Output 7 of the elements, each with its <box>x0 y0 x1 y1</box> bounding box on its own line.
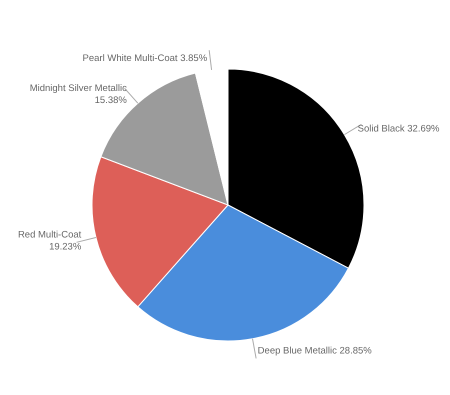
data-label: 19.23% <box>49 240 82 252</box>
slice-label: Solid Black 32.69% <box>358 122 440 134</box>
slice-label: Midnight Silver Metallic <box>30 82 128 94</box>
data-label: 15.38% <box>94 94 128 106</box>
slice-label: Red Multi-Coat <box>18 228 82 240</box>
slice-label: Pearl White Multi-Coat 3.85% <box>82 52 208 64</box>
slice-label: Deep Blue Metallic 28.85% <box>258 345 372 356</box>
